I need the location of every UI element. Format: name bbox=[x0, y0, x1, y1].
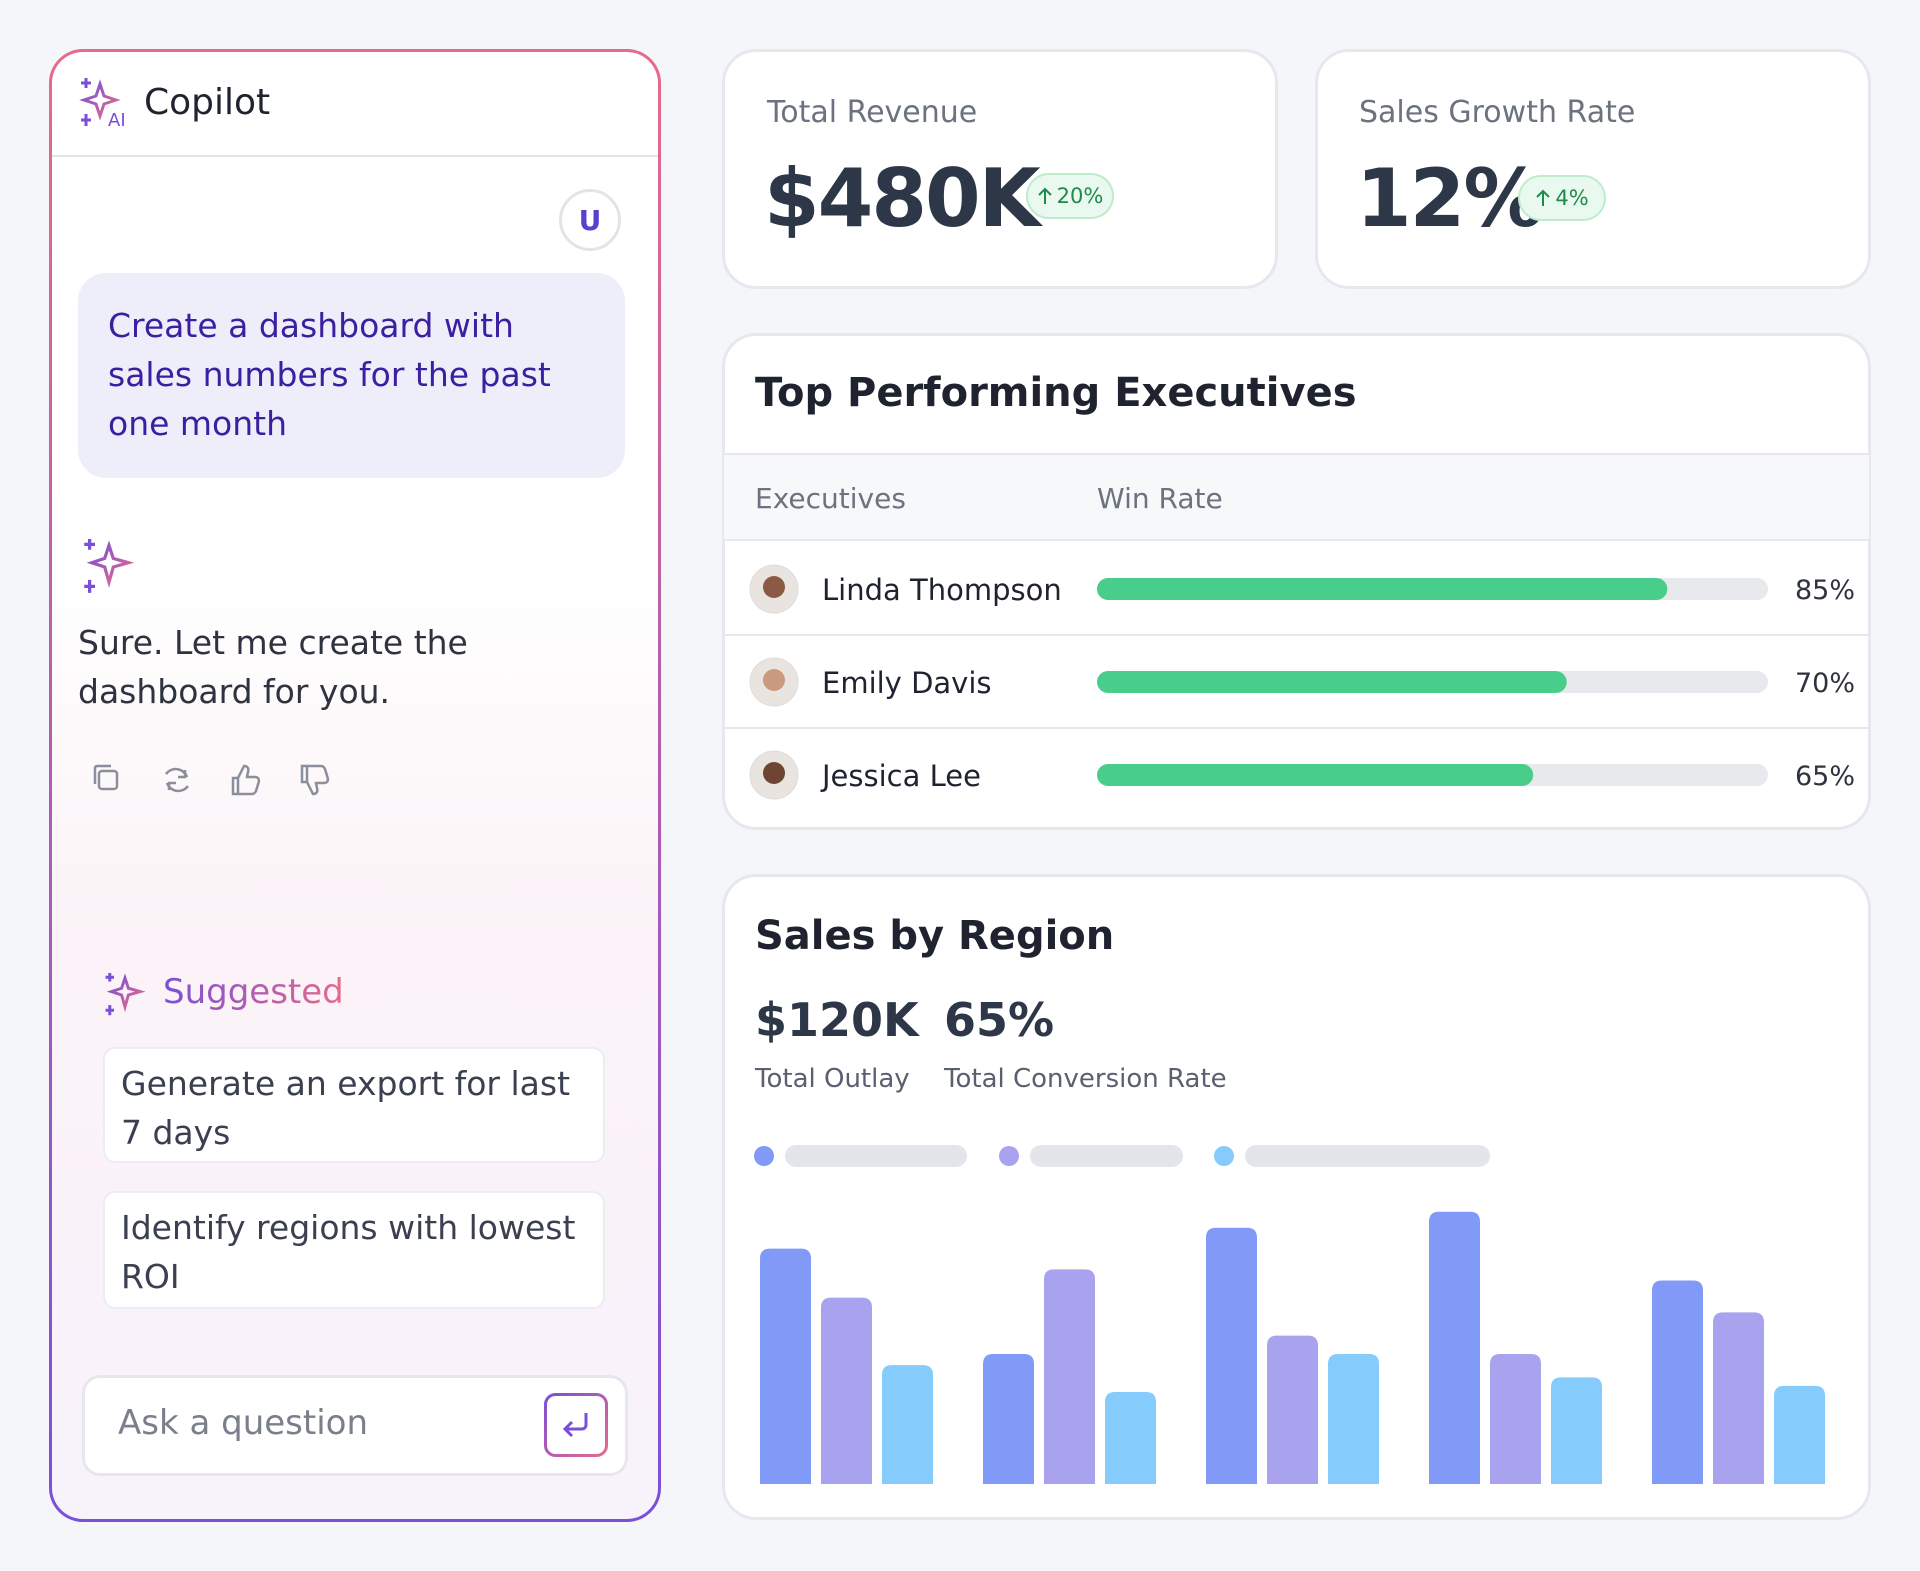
progress-bar bbox=[1097, 671, 1567, 693]
card-label: Total Revenue bbox=[767, 95, 978, 130]
value-label: 65% bbox=[1795, 761, 1855, 792]
change-badge: 4% bbox=[1518, 175, 1606, 221]
avatar-face bbox=[763, 669, 785, 691]
bar bbox=[1774, 1385, 1825, 1484]
change-badge: 20% bbox=[1026, 173, 1114, 219]
arrow-up bbox=[1037, 187, 1052, 204]
bar bbox=[983, 1354, 1034, 1484]
progress-bar bbox=[1097, 764, 1534, 786]
suggested-icon bbox=[105, 973, 146, 1016]
legend-placeholder bbox=[1030, 1145, 1183, 1167]
user-message: Create a dashboard with sales numbers fo… bbox=[78, 273, 625, 478]
executive-name: Jessica Lee bbox=[820, 759, 981, 793]
arrow-up bbox=[1536, 189, 1551, 206]
send-button[interactable] bbox=[544, 1393, 608, 1457]
user-avatar: U bbox=[559, 189, 621, 251]
bar bbox=[821, 1297, 872, 1484]
copy-button[interactable] bbox=[97, 769, 119, 791]
divider bbox=[52, 155, 658, 157]
question-input[interactable] bbox=[82, 1375, 628, 1476]
bar bbox=[1551, 1377, 1602, 1484]
bar bbox=[1713, 1312, 1764, 1484]
bar bbox=[1429, 1211, 1480, 1484]
bar bbox=[882, 1365, 933, 1484]
section-title: Sales by Region bbox=[755, 913, 1114, 959]
like-button[interactable] bbox=[231, 764, 261, 796]
legend-dot bbox=[999, 1146, 1019, 1166]
assistant-message: Sure. Let me create the dashboard for yo… bbox=[78, 623, 468, 711]
bar bbox=[1652, 1280, 1703, 1484]
bar bbox=[1044, 1269, 1095, 1484]
bar bbox=[1206, 1227, 1257, 1484]
column-header: Executives bbox=[755, 482, 906, 515]
avatar-face bbox=[763, 576, 785, 598]
suggested-title: Suggested bbox=[163, 972, 344, 1012]
card-value: $480K bbox=[764, 152, 1041, 245]
progress-bar bbox=[1097, 578, 1668, 600]
bar bbox=[760, 1248, 811, 1484]
revenue-card bbox=[722, 49, 1278, 289]
column-header: Win Rate bbox=[1097, 482, 1223, 515]
ai-badge: AI bbox=[108, 110, 126, 130]
stat-value: 65% bbox=[944, 993, 1054, 1047]
suggestion[interactable]: Generate an export for last 7 days bbox=[103, 1047, 605, 1163]
bar bbox=[1328, 1354, 1379, 1484]
assistant-icon bbox=[84, 539, 135, 593]
executive-name: Emily Davis bbox=[822, 666, 992, 700]
bar bbox=[1105, 1392, 1156, 1484]
avatar-face bbox=[763, 762, 785, 784]
stat-label: Total Conversion Rate bbox=[943, 1064, 1227, 1094]
dislike-button[interactable] bbox=[300, 764, 330, 796]
growth-card bbox=[1315, 49, 1871, 289]
legend-placeholder bbox=[785, 1145, 967, 1167]
suggestion[interactable]: Identify regions with lowest ROI bbox=[103, 1191, 605, 1309]
card-label: Sales Growth Rate bbox=[1359, 95, 1636, 130]
table-header bbox=[724, 454, 1869, 540]
copilot-title: Copilot bbox=[144, 82, 271, 123]
legend-dot bbox=[1214, 1146, 1234, 1166]
bar bbox=[1490, 1354, 1541, 1484]
value-label: 70% bbox=[1795, 668, 1855, 699]
stat-label: Total Outlay bbox=[754, 1064, 910, 1094]
change-value: 20% bbox=[1056, 184, 1104, 208]
stat-value: $120K bbox=[755, 993, 921, 1047]
legend-dot bbox=[754, 1146, 774, 1166]
value-label: 85% bbox=[1795, 575, 1855, 606]
legend-placeholder bbox=[1245, 1145, 1490, 1167]
bar bbox=[1267, 1335, 1318, 1484]
copilot-icon: AI bbox=[79, 78, 126, 130]
section-title: Top Performing Executives bbox=[755, 370, 1357, 416]
executive-name: Linda Thompson bbox=[822, 573, 1062, 607]
regenerate-button[interactable] bbox=[164, 767, 190, 793]
message-actions bbox=[93, 764, 330, 796]
input-placeholder: Ask a question bbox=[118, 1403, 369, 1443]
card-value: 12% bbox=[1356, 152, 1543, 245]
change-value: 4% bbox=[1555, 186, 1589, 210]
